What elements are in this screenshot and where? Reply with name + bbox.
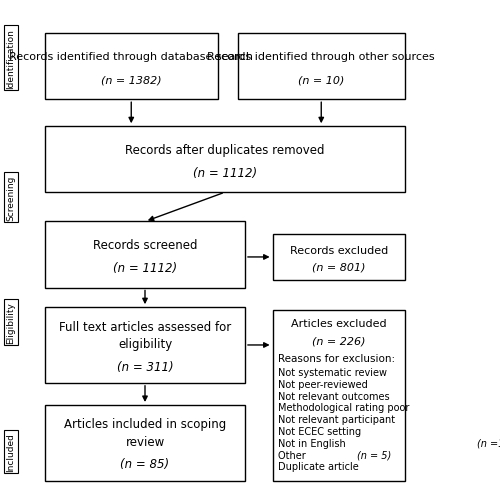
Bar — [272, 310, 405, 481]
Text: Not in English: Not in English — [278, 438, 348, 448]
Bar — [45, 127, 405, 193]
Text: Full text articles assessed for: Full text articles assessed for — [59, 320, 231, 333]
Text: (n = 5): (n = 5) — [358, 449, 392, 460]
Text: eligibility: eligibility — [118, 337, 172, 350]
Text: Not relevant participant: Not relevant participant — [278, 414, 398, 424]
Bar — [45, 307, 245, 383]
Text: (n = 85): (n = 85) — [120, 458, 170, 470]
Text: (n = 1112): (n = 1112) — [193, 166, 257, 180]
Text: Screening: Screening — [6, 175, 16, 220]
Text: Not peer-reviewed: Not peer-reviewed — [278, 379, 370, 389]
Text: Not ECEC setting: Not ECEC setting — [278, 426, 364, 436]
Bar — [45, 405, 245, 481]
Bar — [272, 234, 405, 281]
Bar — [45, 222, 245, 288]
Text: Articles excluded: Articles excluded — [291, 319, 386, 328]
Text: (n = 226): (n = 226) — [312, 336, 366, 346]
Text: Reasons for exclusion:: Reasons for exclusion: — [278, 354, 394, 364]
Text: Articles included in scoping: Articles included in scoping — [64, 417, 226, 430]
Text: (n = 10): (n = 10) — [298, 75, 344, 85]
Text: Methodological rating poor: Methodological rating poor — [278, 403, 412, 412]
Text: Records identified through other sources: Records identified through other sources — [208, 52, 435, 62]
Text: Records identified through database search: Records identified through database sear… — [9, 52, 253, 62]
Text: Records screened: Records screened — [93, 239, 198, 252]
Text: (n = 311): (n = 311) — [116, 360, 173, 373]
Text: Records after duplicates removed: Records after duplicates removed — [125, 143, 325, 157]
Text: (n = 1112): (n = 1112) — [113, 262, 177, 275]
Text: Other: Other — [278, 449, 308, 460]
Text: Records excluded: Records excluded — [290, 245, 388, 255]
Text: Not systematic review: Not systematic review — [278, 367, 390, 377]
Text: Duplicate article: Duplicate article — [278, 461, 361, 471]
Text: review: review — [126, 435, 164, 448]
Text: Not relevant outcomes: Not relevant outcomes — [278, 391, 392, 401]
Bar — [238, 34, 405, 100]
Text: (n = 1382): (n = 1382) — [101, 75, 162, 85]
Bar — [45, 34, 218, 100]
Text: Identification: Identification — [6, 29, 16, 88]
Text: (n =10): (n =10) — [477, 438, 500, 448]
Text: Eligibility: Eligibility — [6, 301, 16, 343]
Text: (n = 801): (n = 801) — [312, 262, 366, 272]
Text: Included: Included — [6, 432, 16, 471]
